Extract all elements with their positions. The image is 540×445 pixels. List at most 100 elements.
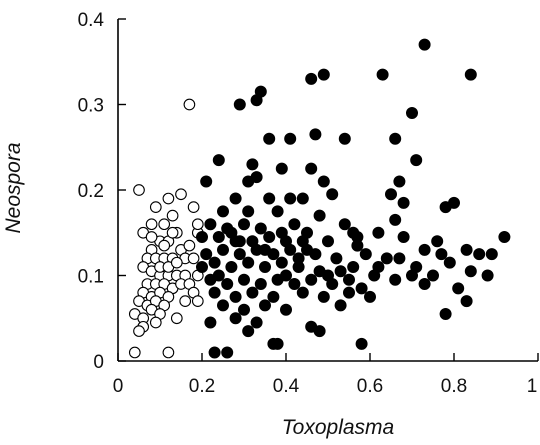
- open-data-point: [170, 256, 183, 269]
- y-axis-title: Neospora: [2, 142, 25, 233]
- filled-data-point: [317, 290, 330, 303]
- filled-data-point: [200, 175, 213, 188]
- filled-data-point: [410, 154, 423, 167]
- filled-data-point: [275, 226, 288, 239]
- filled-data-point: [397, 231, 410, 244]
- filled-data-point: [242, 205, 255, 218]
- filled-data-point: [321, 235, 334, 248]
- filled-data-point: [263, 192, 276, 205]
- filled-data-point: [212, 231, 225, 244]
- open-data-point: [187, 201, 200, 213]
- filled-data-point: [330, 252, 343, 265]
- filled-data-point: [208, 286, 221, 299]
- filled-data-point: [275, 256, 288, 269]
- open-data-point: [183, 98, 196, 111]
- filled-data-point: [338, 132, 351, 145]
- filled-data-point: [355, 282, 368, 295]
- open-data-point: [133, 184, 145, 196]
- x-tick-label: 0: [113, 376, 124, 397]
- filled-data-point: [216, 205, 229, 218]
- filled-data-point: [439, 307, 452, 320]
- open-data-point: [149, 316, 162, 329]
- filled-data-point: [284, 132, 297, 145]
- filled-data-point: [435, 248, 448, 261]
- filled-data-point: [216, 243, 229, 256]
- open-data-point: [162, 192, 175, 205]
- x-tick-label: 0.6: [357, 376, 383, 397]
- filled-data-point: [368, 269, 381, 282]
- filled-data-point: [263, 231, 276, 244]
- filled-data-point: [426, 269, 439, 282]
- x-ticks: 0 0.2 0.4 0.6 0.8 1: [113, 353, 539, 397]
- filled-data-point: [431, 235, 444, 248]
- filled-data-point: [321, 269, 334, 282]
- x-tick-label: 0.8: [441, 376, 467, 397]
- filled-data-point: [397, 196, 410, 209]
- filled-data-point: [460, 243, 473, 256]
- filled-data-point: [305, 162, 318, 175]
- filled-data-point: [271, 337, 284, 350]
- filled-data-point: [393, 175, 406, 188]
- filled-data-point: [229, 192, 242, 205]
- filled-data-point: [267, 290, 280, 303]
- open-data-point: [128, 346, 141, 359]
- filled-data-point: [229, 290, 242, 303]
- filled-data-point: [237, 303, 250, 316]
- filled-data-point: [305, 72, 318, 85]
- open-data-point: [187, 252, 200, 265]
- open-data-point: [166, 226, 179, 239]
- filled-data-point: [393, 252, 406, 265]
- x-tick-label: 1: [527, 376, 538, 397]
- filled-data-point: [250, 171, 263, 184]
- y-tick-label: 0: [93, 352, 104, 373]
- y-tick-label: 0.2: [78, 181, 104, 202]
- filled-data-point: [212, 154, 225, 167]
- open-data-point: [170, 312, 183, 325]
- filled-data-point: [258, 243, 271, 256]
- filled-data-point: [208, 256, 221, 269]
- filled-data-point: [384, 188, 397, 201]
- filled-data-point: [292, 252, 305, 265]
- filled-data-point: [443, 256, 456, 269]
- filled-data-point: [288, 278, 301, 291]
- filled-data-point: [279, 269, 292, 282]
- filled-data-point: [250, 94, 263, 107]
- filled-data-point: [485, 248, 498, 261]
- open-data-point: [175, 188, 187, 201]
- filled-data-point: [271, 205, 284, 218]
- filled-data-point: [418, 38, 431, 51]
- filled-data-point: [258, 260, 271, 273]
- filled-data-point: [233, 98, 246, 111]
- filled-data-point: [338, 218, 351, 231]
- x-tick-label: 0.4: [273, 376, 300, 397]
- open-data-point: [162, 346, 175, 359]
- filled-data-point: [216, 299, 229, 312]
- open-data-point: [158, 239, 171, 252]
- filled-data-point: [229, 312, 242, 325]
- filled-data-point: [204, 316, 217, 329]
- filled-data-point: [237, 218, 250, 231]
- filled-data-point: [300, 243, 313, 256]
- filled-data-point: [317, 68, 330, 81]
- filled-data-point: [405, 107, 418, 120]
- filled-data-point: [246, 158, 259, 171]
- filled-data-point: [452, 282, 465, 295]
- filled-data-point: [481, 269, 494, 282]
- open-data-point: [158, 218, 171, 231]
- filled-data-point: [221, 278, 234, 291]
- y-tick-label: 0.4: [78, 10, 105, 31]
- filled-data-point: [376, 68, 389, 81]
- filled-data-point: [225, 226, 238, 239]
- filled-data-point: [498, 231, 511, 244]
- filled-data-point: [279, 303, 292, 316]
- open-data-point: [179, 295, 192, 308]
- filled-data-point: [296, 286, 309, 299]
- filled-data-point: [288, 218, 301, 231]
- filled-data-point: [200, 248, 213, 261]
- filled-data-point: [195, 231, 208, 244]
- filled-data-point: [254, 222, 267, 235]
- filled-data-point: [221, 346, 234, 359]
- filled-data-point: [237, 273, 250, 286]
- x-tick-label: 0.2: [189, 376, 215, 397]
- filled-data-point: [355, 337, 368, 350]
